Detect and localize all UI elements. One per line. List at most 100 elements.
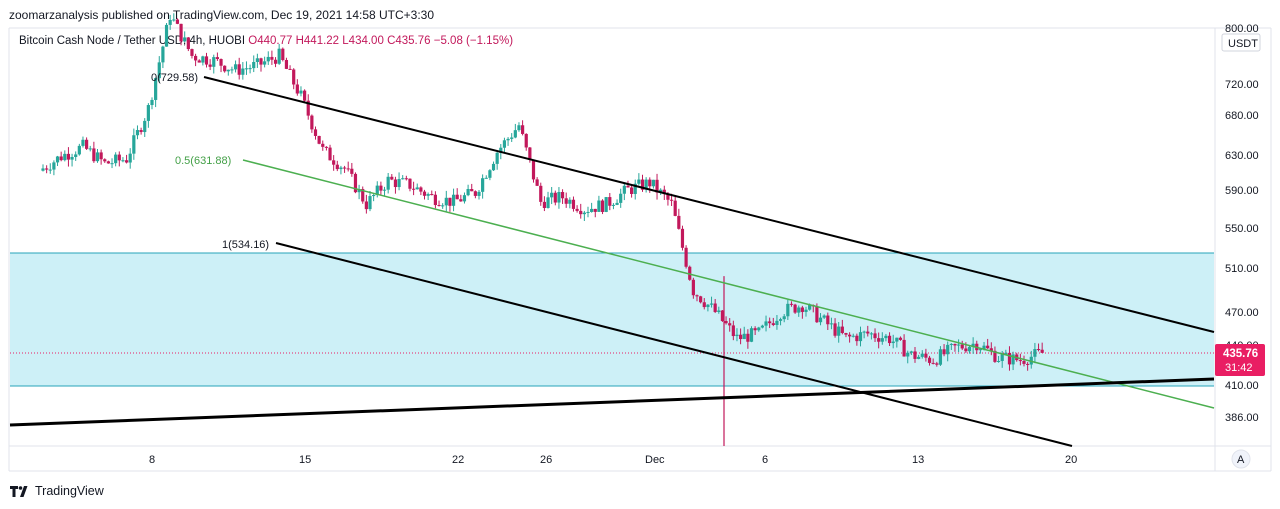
candle-body [462, 195, 467, 202]
candle-body [630, 187, 634, 194]
candle-body [77, 145, 81, 155]
candle-body [560, 192, 565, 199]
candle-body [139, 130, 143, 133]
candle-body [938, 349, 943, 365]
candle-body [611, 204, 616, 206]
currency-box[interactable] [1221, 33, 1261, 52]
candle-body [909, 351, 913, 353]
candle-body [281, 48, 285, 60]
ohlc-open: O440.77 [248, 35, 293, 47]
channel-upper-line[interactable] [203, 76, 1215, 333]
candle-body [146, 105, 150, 121]
candle-body [473, 191, 477, 196]
footer-brand[interactable]: TradingView [10, 484, 104, 498]
candle-body [964, 348, 968, 352]
time-tick: 20 [1065, 454, 1077, 466]
candle-body [800, 307, 804, 312]
candle-body [364, 201, 368, 210]
candle-body [477, 191, 481, 196]
candle-body [328, 147, 332, 161]
candle-body [986, 345, 990, 349]
candle-body [688, 266, 692, 280]
candle-body [640, 179, 645, 190]
candle-body [521, 125, 525, 134]
candle-body [226, 69, 230, 72]
candle-body [324, 146, 328, 148]
candle-body [317, 135, 321, 144]
candle-body [263, 61, 267, 65]
candle-body [1033, 349, 1037, 357]
candle-body [778, 319, 783, 321]
candle-body [183, 37, 187, 42]
candle-body [1036, 349, 1041, 351]
candle-body [81, 139, 85, 146]
candle-body [858, 332, 863, 342]
candle-body [335, 164, 339, 170]
time-tick: 6 [762, 454, 768, 466]
candle-body [691, 279, 695, 296]
candle-body [150, 99, 154, 106]
candle-body [1004, 352, 1008, 355]
candle-body [579, 210, 583, 215]
candles-layer [41, 13, 1044, 446]
channel-lower-line[interactable] [275, 242, 1073, 447]
candle-body [154, 78, 158, 100]
candle-body [313, 129, 318, 136]
candle-body [946, 344, 950, 355]
candle-body [728, 323, 732, 326]
candle-body [822, 315, 826, 318]
candle-body [244, 68, 249, 70]
candle-body [219, 59, 223, 66]
auto-scale-button[interactable]: A [1231, 449, 1251, 469]
channel-mid-line[interactable] [242, 159, 1215, 409]
candle-body [920, 353, 924, 357]
candle-body [651, 179, 655, 187]
candle-body [353, 173, 358, 193]
candle-body [957, 344, 961, 346]
candle-body [818, 317, 823, 323]
candle-body [575, 208, 579, 211]
candle-body [237, 64, 241, 75]
candle-body [510, 137, 514, 139]
candle-body [713, 303, 717, 312]
candle-body [848, 334, 852, 337]
candle-body [993, 350, 997, 362]
candle-body [531, 159, 536, 180]
candle-body [931, 362, 935, 364]
candle-body [989, 348, 993, 351]
candle-body [553, 192, 557, 203]
candle-body [88, 148, 92, 150]
candle-body [513, 130, 517, 138]
candle-body [895, 337, 899, 342]
candle-body [535, 179, 539, 186]
support-zone[interactable] [10, 253, 1214, 386]
candle-body [742, 333, 746, 340]
candle-body [1026, 363, 1030, 365]
candle-body [310, 115, 314, 130]
candle-body [717, 310, 721, 312]
candle-body [230, 69, 234, 71]
candle-body [484, 177, 488, 179]
price-tick: 386.00 [1225, 412, 1259, 424]
candle-body [63, 153, 67, 161]
candle-body [430, 194, 434, 196]
price-axis[interactable]: 800.00 USDT 720.00 680.00 630.00 590.00 … [1215, 23, 1265, 424]
candle-body [633, 183, 637, 194]
support-trendline[interactable] [9, 377, 1215, 427]
candle-body [862, 331, 866, 333]
time-axis[interactable]: 8 15 22 26 Dec 6 13 20 [149, 454, 1077, 466]
candle-body [92, 148, 96, 162]
candle-body [619, 193, 623, 203]
candle-body [709, 303, 714, 305]
candle-body [557, 192, 561, 203]
candle-body [444, 197, 448, 206]
candle-body [887, 335, 892, 344]
candle-body [273, 59, 278, 64]
currency-label: USDT [1228, 38, 1258, 50]
candle-body [415, 187, 419, 190]
candle-body [659, 189, 663, 193]
candle-body [223, 65, 227, 72]
candle-body [45, 168, 49, 170]
candle-body [731, 325, 735, 337]
